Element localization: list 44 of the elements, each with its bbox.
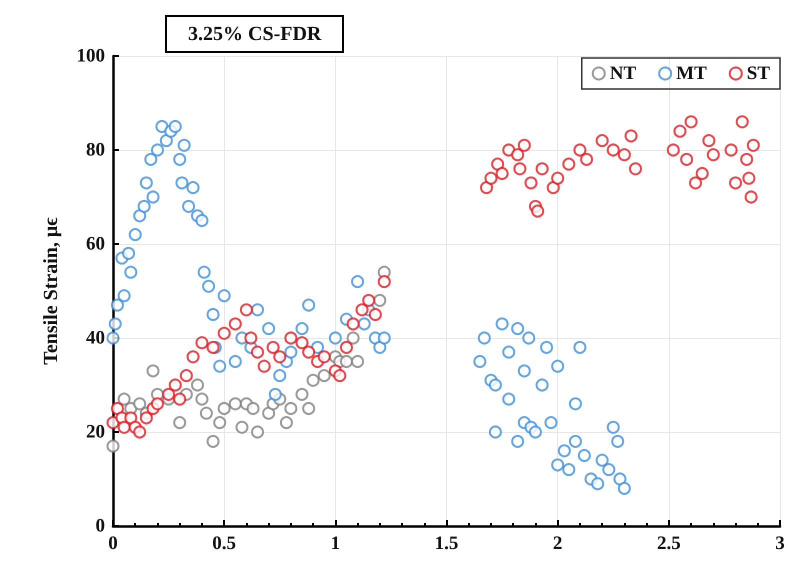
y-tick-label: 40 (86, 328, 105, 348)
point (235, 420, 248, 434)
y-tick-label: 0 (96, 516, 105, 536)
point (246, 402, 260, 415)
x-tick-label: 2 (552, 533, 562, 554)
point (173, 416, 186, 430)
point (118, 392, 131, 406)
x-tick-label: 1 (330, 533, 340, 554)
point (318, 369, 331, 382)
point (200, 406, 213, 420)
point (218, 402, 231, 415)
point (302, 402, 316, 415)
y-tick-label: 80 (86, 140, 105, 160)
x-tick-label: 2.5 (656, 533, 681, 554)
point (106, 440, 120, 453)
point (373, 294, 386, 307)
point (206, 434, 220, 448)
x-tick-label: 1.5 (434, 533, 458, 554)
point (262, 406, 276, 420)
point (340, 355, 353, 368)
point (213, 416, 226, 430)
x-tick-label: 0.5 (212, 533, 236, 554)
point (228, 397, 242, 410)
x-tick-label: 0 (108, 533, 118, 554)
legend-label: ST (746, 63, 770, 84)
point (280, 416, 293, 430)
x-tick-label: 3 (775, 533, 785, 554)
y-tick-label: 100 (76, 46, 105, 66)
point (191, 378, 204, 392)
point (133, 397, 146, 410)
legend-label: NT (610, 63, 636, 84)
legend-label: MT (676, 63, 708, 84)
point (306, 374, 320, 387)
y-axis-title: Tensile Strain, μϵ (40, 216, 62, 365)
point (284, 402, 298, 415)
point (195, 392, 208, 406)
point (251, 426, 264, 438)
point (295, 388, 308, 401)
chart-title: 3.25% CS-FDR (188, 23, 322, 45)
point (346, 332, 360, 344)
y-tick-label: 20 (86, 422, 105, 442)
point (351, 355, 364, 368)
point (146, 364, 160, 378)
y-tick-label: 60 (86, 234, 105, 254)
